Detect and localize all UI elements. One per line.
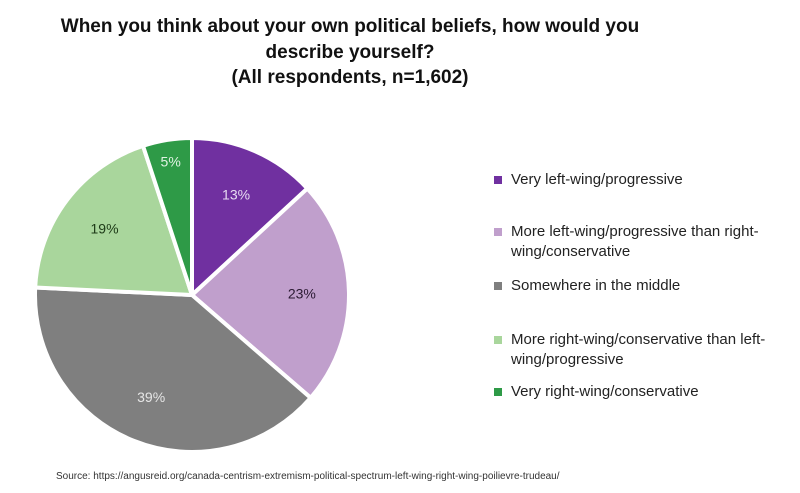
legend-item: Very right-wing/conservative <box>494 382 794 402</box>
pie-slice <box>33 143 194 297</box>
legend-item: Somewhere in the middle <box>494 276 794 296</box>
legend-swatch <box>494 228 502 236</box>
legend-swatch <box>494 176 502 184</box>
legend-item: More left-wing/progressive than right-wi… <box>494 222 794 262</box>
legend-item: Very left-wing/progressive <box>494 170 794 190</box>
data-label: 19% <box>91 220 119 236</box>
title-text: When you think about your own political … <box>60 16 640 63</box>
data-label: 39% <box>137 389 165 405</box>
chart-title: When you think about your own political … <box>0 14 700 91</box>
legend-swatch <box>494 282 502 290</box>
legend-swatch <box>494 336 502 344</box>
pie-slice <box>33 285 313 454</box>
legend-swatch <box>494 388 502 396</box>
data-label: 5% <box>161 154 181 170</box>
data-label: 23% <box>288 285 316 301</box>
pie-slice <box>190 136 310 297</box>
legend-label: Very right-wing/conservative <box>511 383 699 400</box>
pie-slice <box>141 136 194 297</box>
data-label: 13% <box>222 186 250 202</box>
legend-label: More left-wing/progressive than right-wi… <box>511 223 759 260</box>
subtitle-text: (All respondents, n=1,602) <box>231 67 469 88</box>
pie-slice <box>190 186 351 400</box>
legend-label: Somewhere in the middle <box>511 277 681 294</box>
legend-item: More right-wing/conservative than left-w… <box>494 330 794 370</box>
source-note: Source: https://angusreid.org/canada-cen… <box>56 471 560 482</box>
legend-label: More right-wing/conservative than left-w… <box>511 331 766 368</box>
legend-label: Very left-wing/progressive <box>511 171 683 188</box>
